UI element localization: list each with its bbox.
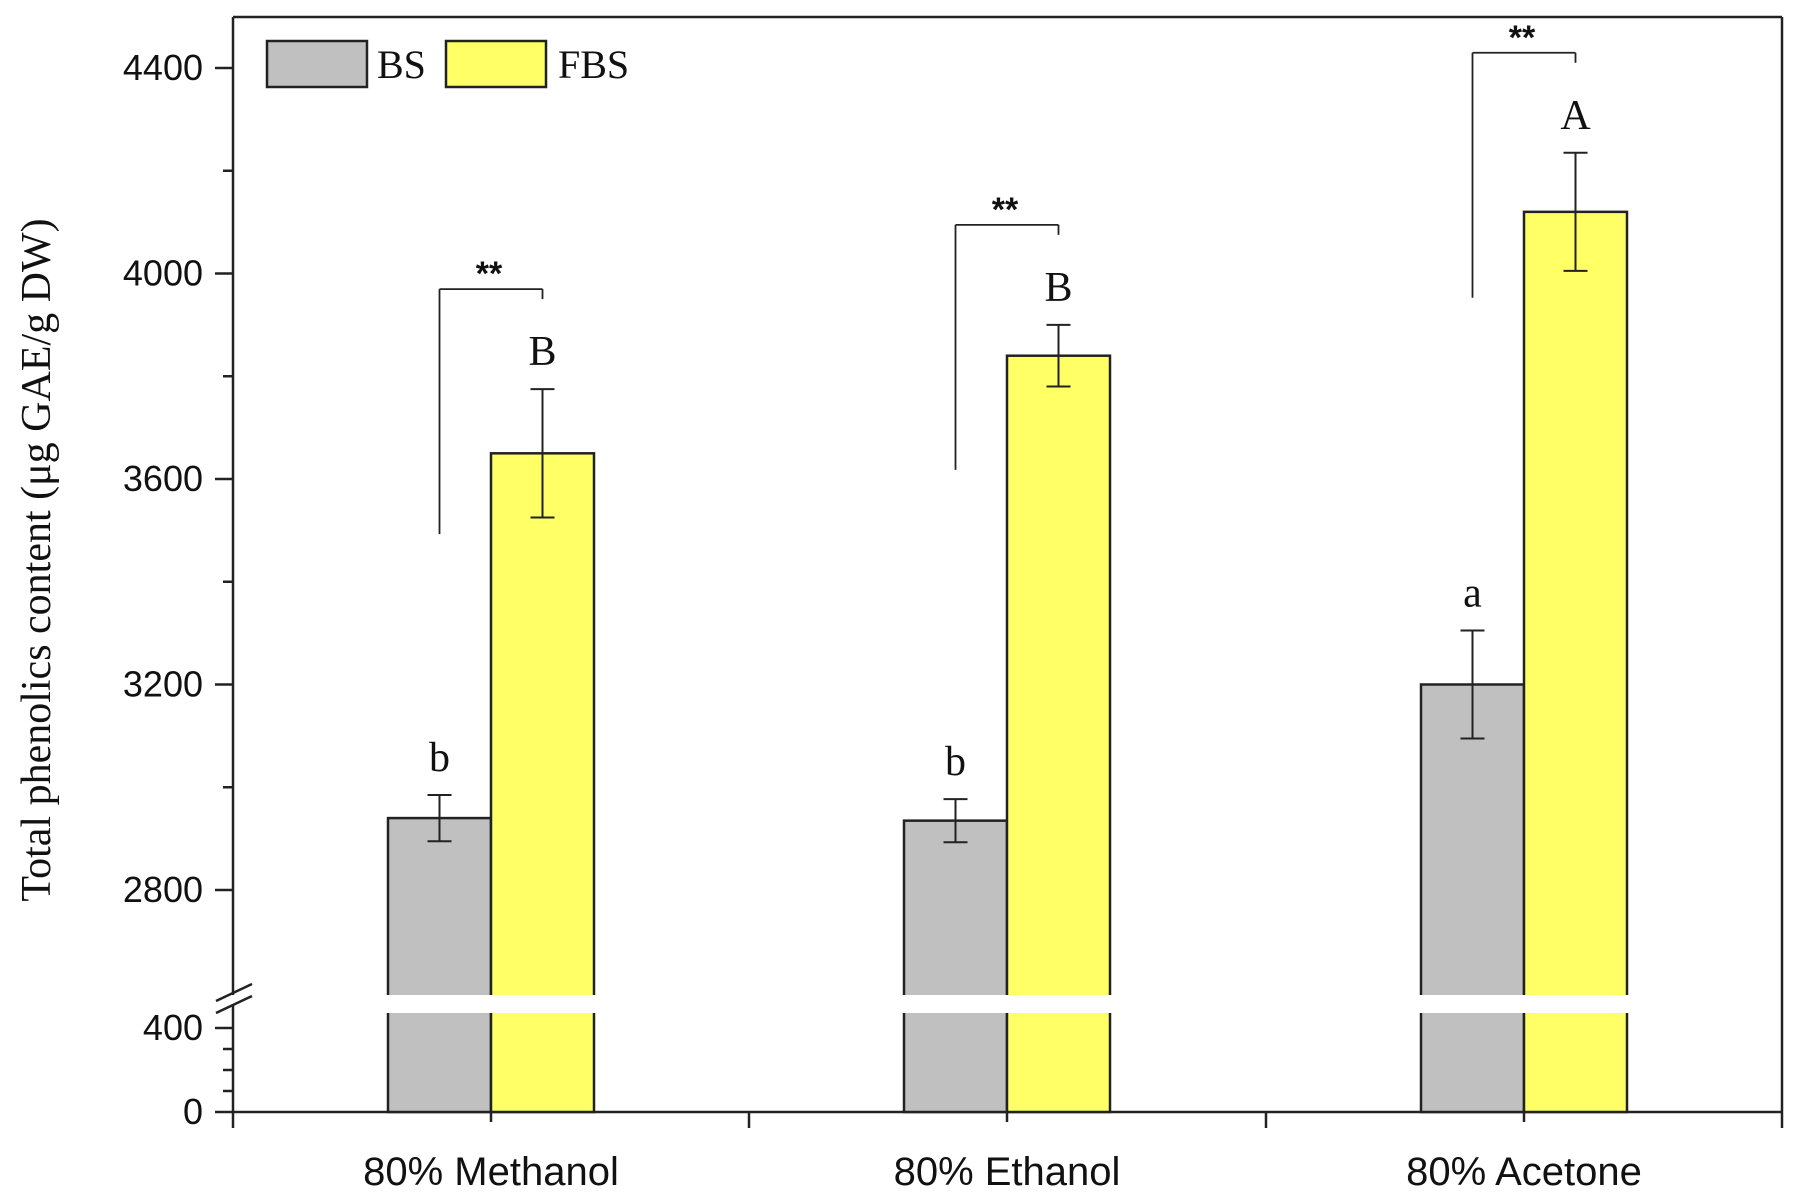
legend: BS FBS — [265, 39, 629, 89]
significance-letter: B — [1044, 265, 1072, 311]
bar-fbs — [1522, 210, 1629, 1114]
y-tick-label: 4400 — [123, 47, 203, 88]
significance-letter: b — [429, 735, 450, 781]
y-tick-label: 3600 — [123, 458, 203, 499]
axis-break-gap — [384, 995, 598, 1013]
bar-bs — [902, 819, 1009, 1114]
bar-fbs — [489, 452, 596, 1114]
bar-bs — [386, 816, 493, 1114]
y-tick-label: 0 — [183, 1091, 203, 1132]
x-category-label: 80% Methanol — [363, 1150, 619, 1194]
legend-swatch-fbs — [444, 39, 548, 89]
axis-break-gap — [1417, 995, 1631, 1013]
significance-letter: A — [1560, 93, 1591, 139]
significance-letter: B — [528, 329, 556, 375]
legend-swatch-bs — [265, 39, 369, 89]
significance-stars: ** — [1509, 19, 1536, 57]
y-tick-label: 4000 — [123, 253, 203, 294]
axis-break-gap — [900, 995, 1114, 1013]
significance-letter: a — [1463, 571, 1482, 617]
y-tick-label: 400 — [143, 1007, 203, 1048]
y-tick-label: 2800 — [123, 869, 203, 910]
legend-label-fbs: FBS — [558, 42, 629, 87]
bar-fbs — [1005, 354, 1112, 1114]
x-category-label: 80% Acetone — [1406, 1150, 1642, 1194]
x-category-label: 80% Ethanol — [894, 1150, 1121, 1194]
axis-break-mark — [215, 994, 253, 1015]
significance-letter: b — [945, 739, 966, 785]
axis-break-mark — [215, 982, 253, 1003]
bar-bs — [1419, 683, 1526, 1114]
legend-label-bs: BS — [377, 42, 426, 87]
y-tick-label: 3200 — [123, 664, 203, 705]
y-axis-title: Total phenolics content (μg GAE/g DW) — [14, 218, 60, 901]
significance-stars: ** — [992, 191, 1019, 229]
significance-stars: ** — [476, 255, 503, 293]
